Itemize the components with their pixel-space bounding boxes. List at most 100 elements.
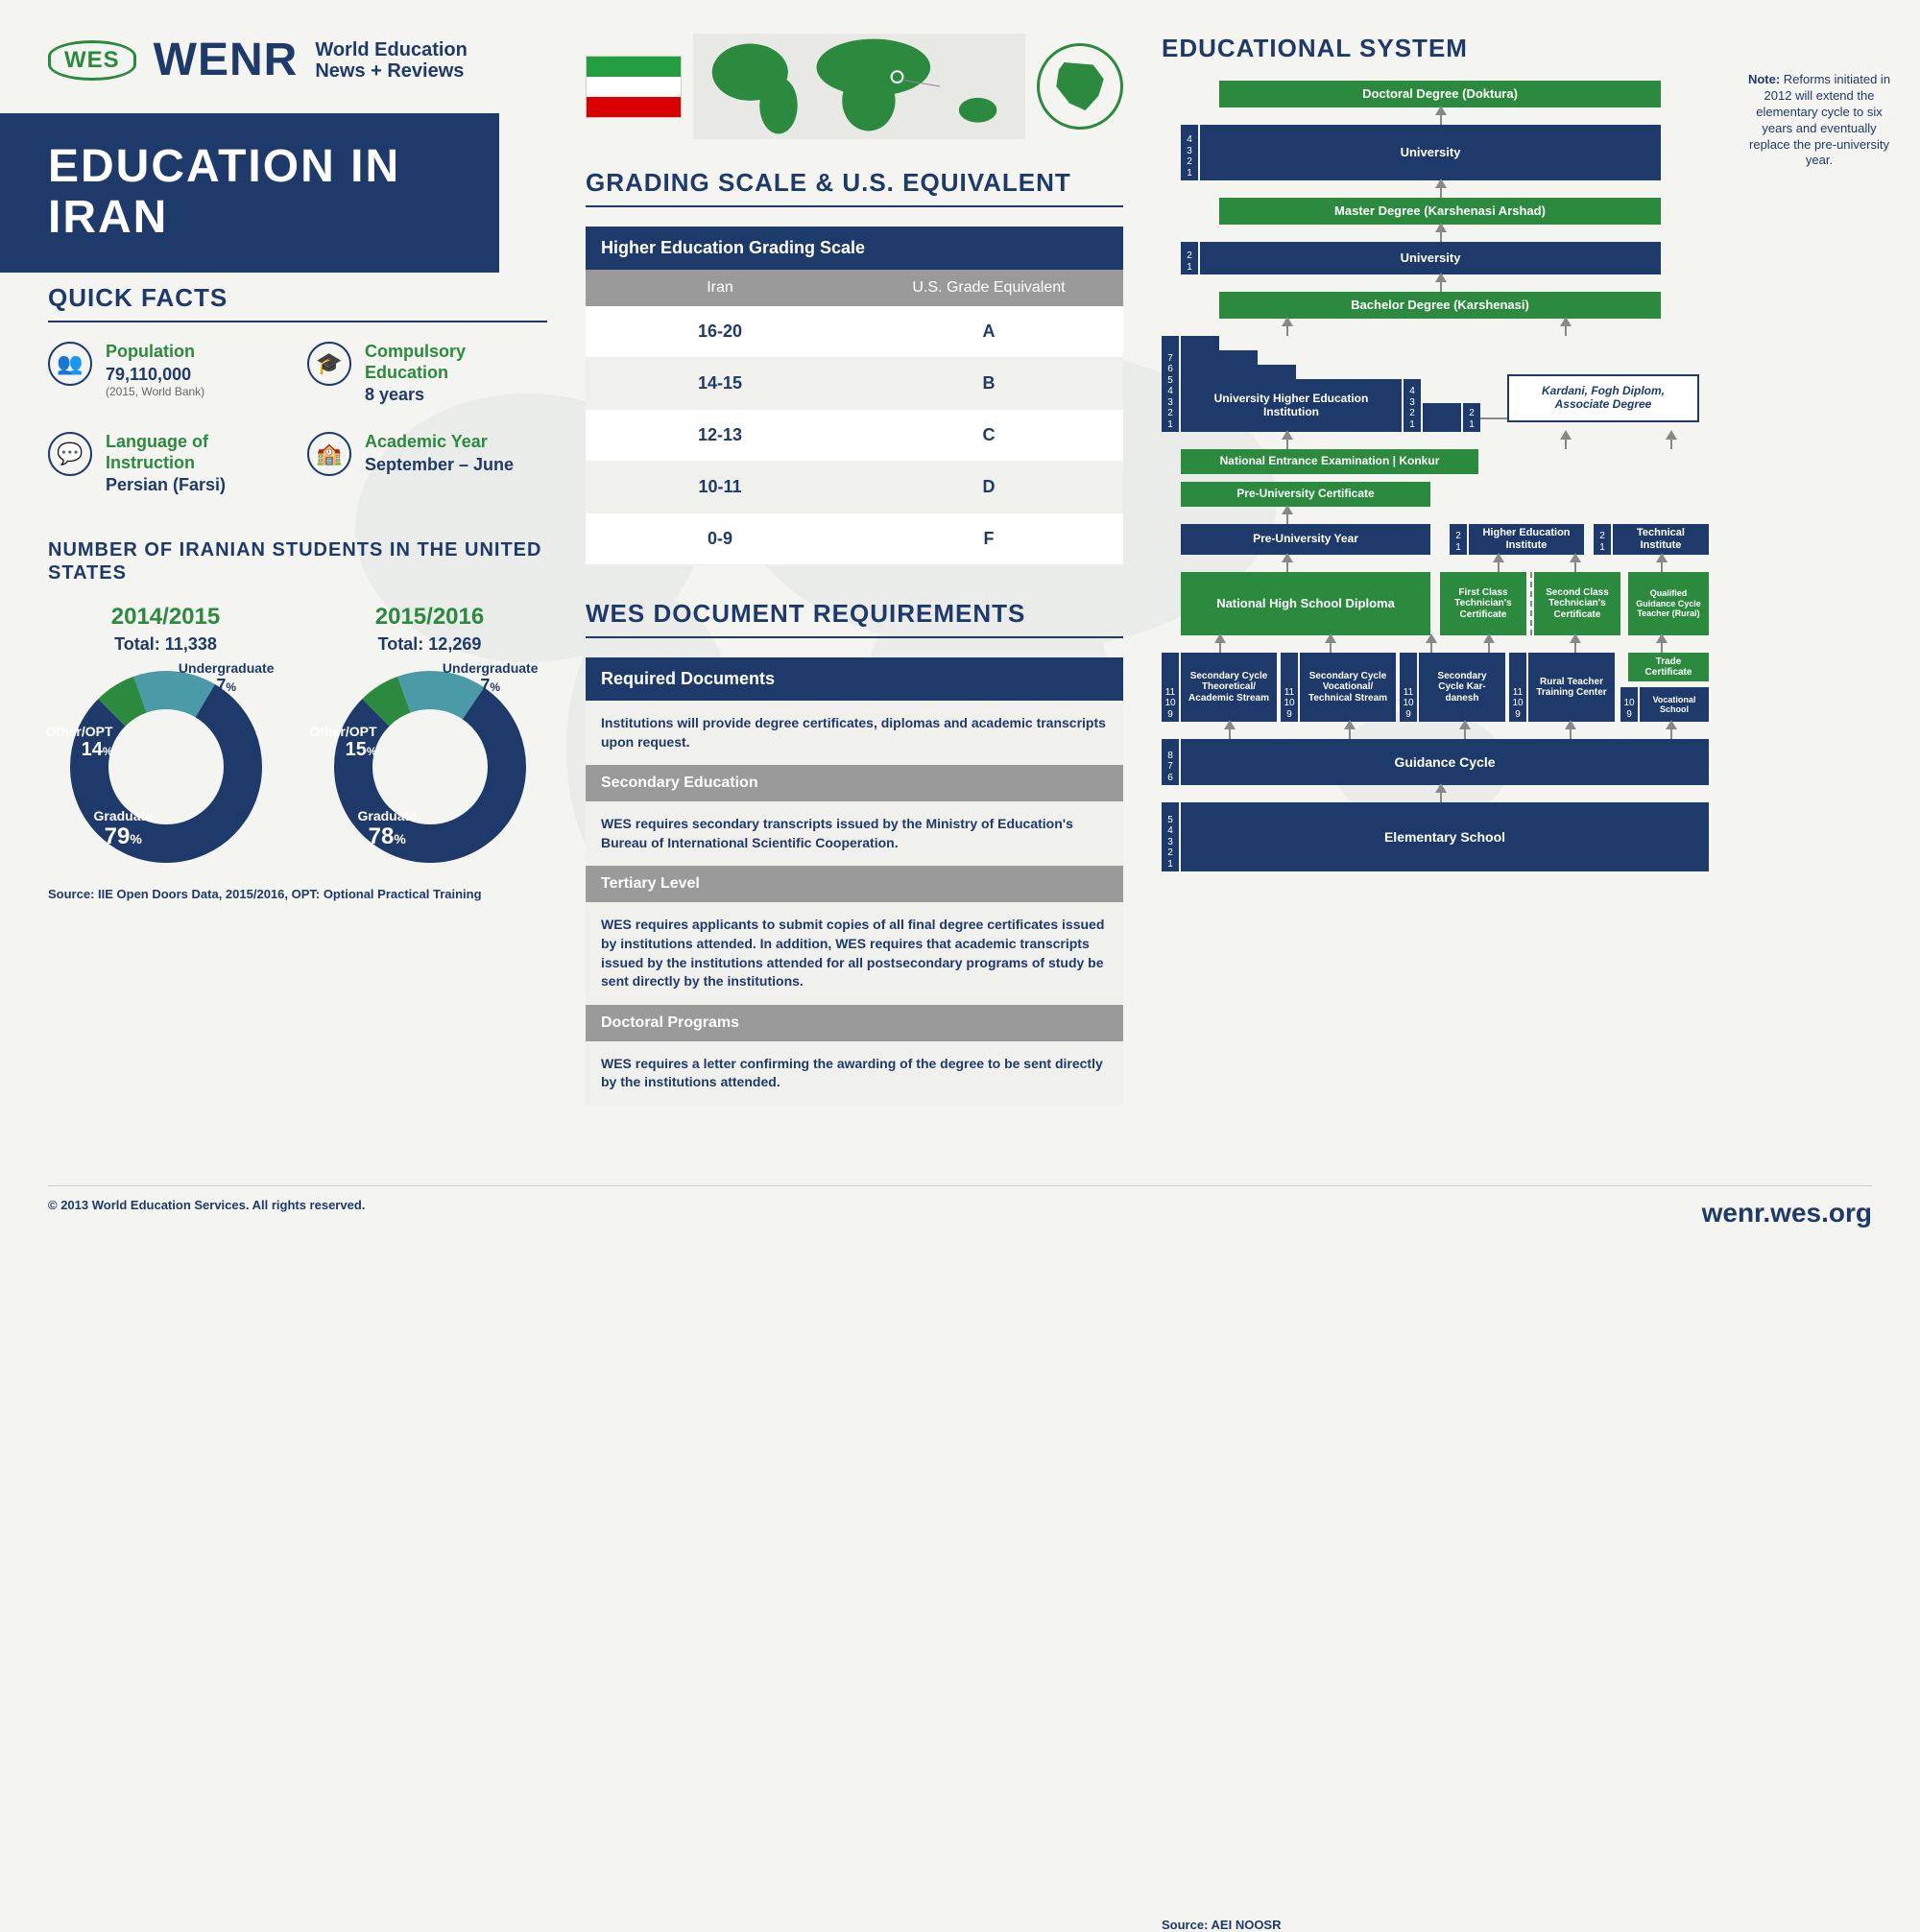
- year-column: 12: [1450, 524, 1467, 555]
- year-column: 12345: [1162, 802, 1179, 871]
- fact-icon: 👥: [48, 342, 92, 386]
- label-undergraduate: Undergraduate7%: [443, 660, 539, 696]
- box-higher-ed-inst: Higher Education Institute: [1469, 524, 1584, 555]
- box-kardani: Kardani, Fogh Diplom, Associate Degree: [1507, 374, 1699, 422]
- box-sec-kardanesh: Secondary Cycle Kar-danesh: [1419, 653, 1505, 722]
- year-column: 910: [1620, 687, 1638, 722]
- box-elementary: Elementary School: [1181, 802, 1709, 871]
- box-trade-cert: Trade Certificate: [1628, 653, 1709, 681]
- map-block: [586, 34, 1123, 139]
- year-column: 12: [1181, 242, 1198, 274]
- box-sec-vocational: Secondary Cycle Vocational/ Technical St…: [1300, 653, 1396, 722]
- box-doctoral: Doctoral Degree (Doktura): [1219, 81, 1661, 107]
- label-other: Other/OPT15%: [300, 724, 377, 761]
- box-univ2: University: [1200, 242, 1661, 274]
- grading-iran: 0-9: [586, 513, 854, 564]
- grading-iran: 12-13: [586, 410, 854, 461]
- year-column: 12: [1594, 524, 1611, 555]
- donut-total: Total: 12,269: [312, 634, 547, 655]
- grading-table: Higher Education Grading Scale Iran U.S.…: [586, 227, 1123, 565]
- grading-col2: U.S. Grade Equivalent: [854, 270, 1123, 306]
- doc-section-header: Tertiary Level: [586, 866, 1123, 902]
- box-second-tech: Second Class Technician's Certificate: [1534, 572, 1620, 635]
- box-univ1: University: [1200, 125, 1661, 180]
- box-qual-teacher: Qualified Guidance Cycle Teacher (Rural): [1628, 572, 1709, 635]
- fact-label: Academic Year: [365, 432, 514, 453]
- students-source: Source: IIE Open Doors Data, 2015/2016, …: [48, 887, 547, 901]
- table-row: 0-9F: [586, 513, 1123, 565]
- grading-us: B: [854, 358, 1123, 409]
- fact-label: Population: [106, 342, 204, 363]
- iran-flag: [586, 56, 682, 118]
- year-column: 1234: [1181, 125, 1198, 180]
- grading-iran: 10-11: [586, 462, 854, 513]
- donut-year: 2014/2015: [48, 604, 283, 631]
- step-small: [1423, 403, 1461, 432]
- fact-value: 79,110,000: [106, 365, 204, 385]
- footer-url: wenr.wes.org: [1702, 1198, 1872, 1228]
- grading-iran: 14-15: [586, 358, 854, 409]
- edu-diagram: Doctoral Degree (Doktura)1234UniversityM…: [1162, 81, 1718, 871]
- label-other: Other/OPT14%: [36, 724, 113, 761]
- box-konkur: National Entrance Examination | Konkur: [1181, 449, 1478, 474]
- year-column: 678: [1162, 739, 1179, 785]
- docs-title: WES DOCUMENT REQUIREMENTS: [586, 599, 1123, 638]
- fact-item: 🎓 Compulsory Education 8 years: [307, 342, 547, 405]
- doc-sections: Required DocumentsInstitutions will prov…: [586, 657, 1123, 1106]
- year-column: 1234: [1404, 379, 1421, 432]
- donut-year: 2015/2016: [312, 604, 547, 631]
- table-row: 12-13C: [586, 410, 1123, 462]
- iran-country-circle: [1037, 43, 1123, 130]
- copyright: © 2013 World Education Services. All rig…: [48, 1198, 365, 1228]
- box-guidance: Guidance Cycle: [1181, 739, 1709, 785]
- fact-item: 💬 Language of Instruction Persian (Farsi…: [48, 432, 288, 495]
- grading-header: Higher Education Grading Scale: [586, 227, 1123, 270]
- doc-section-body: WES requires secondary transcripts issue…: [586, 801, 1123, 866]
- box-bachelor: Bachelor Degree (Karshenasi): [1219, 292, 1661, 319]
- fact-label: Language of Instruction: [106, 432, 288, 473]
- grading-col1: Iran: [586, 270, 854, 306]
- fact-item: 🏫 Academic Year September – June: [307, 432, 547, 495]
- box-hs-diploma: National High School Diploma: [1181, 572, 1430, 635]
- box-tech-inst: Technical Institute: [1613, 524, 1709, 555]
- edu-source: Source: AEI NOOSR: [1162, 1918, 1891, 1932]
- grading-iran: 16-20: [586, 306, 854, 357]
- box-rural-teacher: Rural Teacher Training Center: [1528, 653, 1615, 722]
- edu-note: Note: Reforms initiated in 2012 will ext…: [1747, 72, 1891, 169]
- iran-shape-icon: [1054, 62, 1107, 110]
- doc-section-body: Institutions will provide degree certifi…: [586, 701, 1123, 765]
- label-graduate: Graduate79%: [94, 808, 153, 850]
- grading-us: D: [854, 462, 1123, 513]
- fact-label: Compulsory Education: [365, 342, 547, 383]
- doc-section-body: WES requires applicants to submit copies…: [586, 902, 1123, 1004]
- fact-value: September – June: [365, 455, 514, 475]
- world-mini-map: [693, 34, 1025, 139]
- doc-section-header: Secondary Education: [586, 765, 1123, 801]
- donut-chart: Undergraduate7% Other/OPT14% Graduate79%: [65, 666, 267, 868]
- box-master: Master Degree (Karshenasi Arshad): [1219, 198, 1661, 225]
- box-voc-school: Vocational School: [1640, 687, 1709, 722]
- fact-icon: 🏫: [307, 432, 351, 476]
- table-row: 10-11D: [586, 462, 1123, 513]
- grading-us: F: [854, 513, 1123, 564]
- table-row: 16-20A: [586, 306, 1123, 358]
- quick-facts-grid: 👥 Population 79,110,000 (2015, World Ban…: [48, 342, 547, 495]
- doc-section-header: Required Documents: [586, 657, 1123, 701]
- grading-title: GRADING SCALE & U.S. EQUIVALENT: [586, 168, 1123, 207]
- label-graduate: Graduate78%: [358, 808, 417, 850]
- donut-block: 2014/2015 Total: 11,338 Undergraduate7% …: [48, 604, 283, 868]
- table-row: 14-15B: [586, 358, 1123, 410]
- quick-facts-title: QUICK FACTS: [48, 283, 547, 322]
- fact-item: 👥 Population 79,110,000 (2015, World Ban…: [48, 342, 288, 405]
- grading-us: C: [854, 410, 1123, 461]
- box-sec-theoretical: Secondary Cycle Theoretical/ Academic St…: [1181, 653, 1277, 722]
- donuts-container: 2014/2015 Total: 11,338 Undergraduate7% …: [48, 604, 547, 868]
- year-column: 91011: [1509, 653, 1526, 722]
- box-uni-inst: University Higher Education Institution: [1181, 379, 1402, 432]
- year-column: 91011: [1162, 653, 1179, 722]
- donut-block: 2015/2016 Total: 12,269 Undergraduate7% …: [312, 604, 547, 868]
- fact-value: 8 years: [365, 385, 547, 405]
- fact-icon: 🎓: [307, 342, 351, 386]
- fact-value: Persian (Farsi): [106, 475, 288, 495]
- students-title: NUMBER OF IRANIAN STUDENTS IN THE UNITED…: [48, 538, 547, 584]
